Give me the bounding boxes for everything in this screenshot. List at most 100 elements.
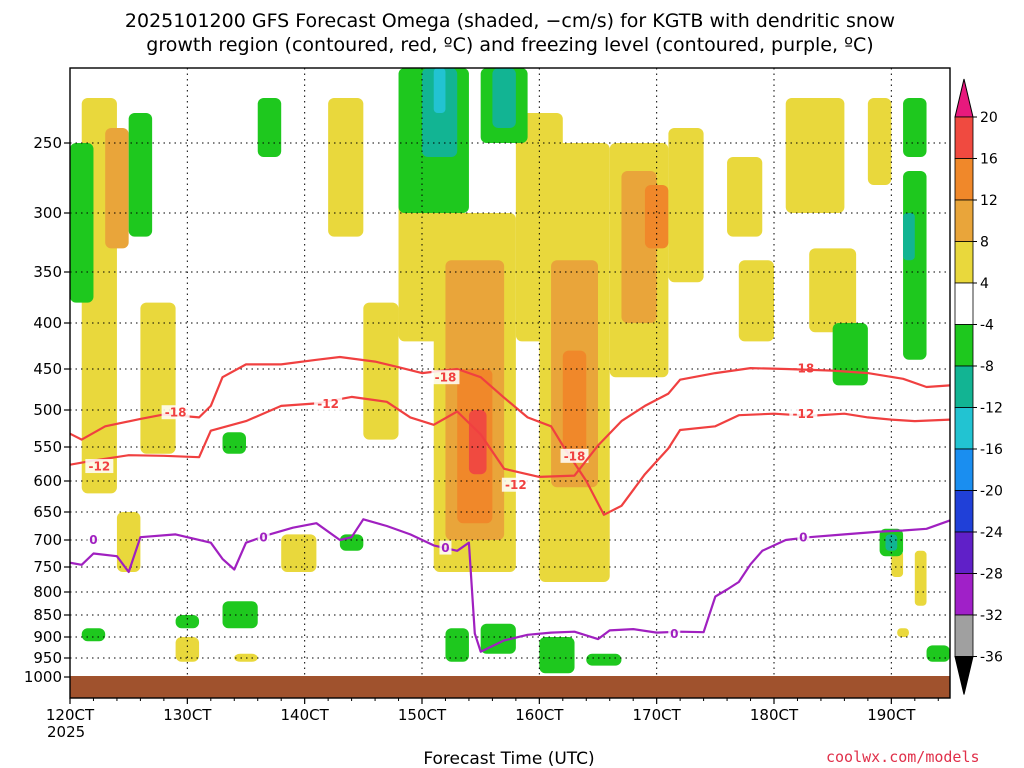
y-tick-label-450: 450 — [33, 360, 62, 378]
contour-label-0-2: -18 — [564, 449, 586, 463]
omega-cell-28 — [897, 628, 909, 637]
contour-label-1-1: -12 — [317, 397, 339, 411]
contour-label-bg-0-1 — [431, 370, 460, 385]
colorbar-label-2: 12 — [980, 193, 998, 209]
colorbar-label-5: -4 — [980, 318, 994, 334]
colorbar-label-9: -20 — [980, 484, 1003, 500]
x-axis-year: 2025 — [47, 723, 85, 741]
omega-cell-53 — [926, 645, 950, 662]
colorbar-label-7: -12 — [980, 401, 1003, 417]
contour-label-bg-1-1 — [314, 396, 343, 411]
contour-label-2-4: 0 — [799, 531, 807, 545]
omega-shading — [70, 68, 950, 674]
y-tick-label-250: 250 — [33, 134, 62, 152]
omega-cell-32 — [222, 432, 246, 454]
x-tick-label-170: 170CT — [633, 706, 682, 724]
colorbar-label-4: 4 — [980, 276, 989, 292]
y-tick-label-850: 850 — [33, 606, 62, 624]
omega-cell-8 — [363, 302, 399, 440]
y-tick-label-550: 550 — [33, 438, 62, 456]
omega-cell-25 — [809, 248, 857, 333]
contour-label-bg-2-4 — [797, 530, 810, 545]
colorbar-label-8: -16 — [980, 442, 1003, 458]
contour-label-bg-0-0 — [161, 405, 190, 420]
contour-label-1-3: -12 — [792, 407, 814, 421]
y-tick-label-1000: 1000 — [24, 668, 62, 686]
omega-cell-31 — [128, 113, 153, 237]
omega-cell-40 — [433, 68, 446, 113]
contour-line-1 — [70, 367, 950, 478]
colorbar-label-10: -24 — [980, 525, 1003, 541]
omega-cell-6 — [281, 534, 317, 572]
colorbar-swatch-12 — [954, 573, 974, 616]
omega-cell-50 — [903, 171, 927, 360]
omega-cell-51 — [903, 98, 927, 157]
omega-cell-43 — [445, 628, 469, 662]
omega-cell-33 — [222, 601, 258, 629]
y-tick-label-950: 950 — [33, 649, 62, 667]
contour-label-2-0: 0 — [89, 533, 97, 547]
colorbar-swatch-5 — [954, 282, 974, 325]
colorbar: 20 16 12 8 4 -4 -8 -12 -16 -20 -24 -28 -32 -36 — [954, 78, 1003, 695]
credit-link[interactable]: coolwx.com/models — [826, 748, 980, 766]
colorbar-swatch-2 — [954, 158, 974, 201]
colorbar-bottom-arrow — [954, 656, 974, 695]
contour-label-bg-0-2 — [560, 448, 589, 463]
terrain-ground — [70, 676, 950, 698]
contour-label-bg-1-0 — [85, 459, 114, 474]
y-tick-label-350: 350 — [33, 263, 62, 281]
colorbar-label-6: -8 — [980, 359, 994, 375]
omega-cell-46 — [586, 653, 622, 666]
y-tick-label-300: 300 — [33, 204, 62, 222]
y-tick-label-800: 800 — [33, 583, 62, 601]
colorbar-label-3: 8 — [980, 235, 989, 251]
contour-label-0-0: -18 — [165, 406, 187, 420]
colorbar-top-arrow — [954, 78, 974, 118]
chart-title-line2: growth region (contoured, red, ºC) and f… — [146, 34, 873, 56]
contour-line-2 — [70, 518, 950, 653]
colorbar-swatch-7 — [954, 365, 974, 408]
contour-label-1-0: -12 — [88, 460, 110, 474]
omega-cell-45 — [539, 637, 575, 674]
y-axis: 250 300 350 400 450 500 550 600 650 700 750 800 850 9… — [24, 134, 70, 686]
colorbar-label-13: -36 — [980, 650, 1003, 666]
omega-cell-1 — [105, 128, 129, 249]
omega-cell-24 — [785, 98, 845, 213]
omega-cell-49 — [885, 534, 898, 551]
colorbar-swatch-4 — [954, 241, 974, 284]
y-tick-label-400: 400 — [33, 314, 62, 332]
x-axis: 120CT 130CT 140CT 150CT 160CT 170CT 180CT 190CT — [46, 698, 939, 724]
colorbar-label-11: -28 — [980, 567, 1003, 583]
contour-label-bg-2-1 — [257, 530, 270, 545]
colorbar-swatch-11 — [954, 531, 974, 574]
y-tick-label-500: 500 — [33, 401, 62, 419]
plot-frame — [69, 67, 951, 699]
contour-label-2-1: 0 — [259, 531, 267, 545]
y-tick-label-700: 700 — [33, 531, 62, 549]
omega-cell-3 — [140, 302, 176, 454]
colorbar-swatch-1 — [954, 116, 974, 159]
omega-cell-27 — [891, 550, 904, 577]
omega-cell-36 — [257, 98, 282, 157]
contour-label-bg-0-3 — [789, 361, 818, 376]
contour-label-2-2: 0 — [441, 541, 449, 555]
y-tick-label-650: 650 — [33, 503, 62, 521]
contour-label-2-3: 0 — [670, 627, 678, 641]
contour-line-0 — [70, 355, 950, 516]
colorbar-label-12: -32 — [980, 608, 1003, 624]
colorbar-label-0: 20 — [980, 110, 998, 126]
omega-cell-42 — [492, 68, 516, 128]
colorbar-swatch-3 — [954, 199, 974, 242]
y-tick-label-900: 900 — [33, 628, 62, 646]
contour-label-bg-2-3 — [668, 626, 681, 641]
omega-cell-29 — [914, 550, 927, 606]
x-tick-label-130: 130CT — [163, 706, 212, 724]
omega-cell-52 — [903, 213, 915, 261]
gridlines — [70, 68, 950, 698]
omega-cell-13 — [468, 410, 487, 475]
colorbar-swatch-13 — [954, 614, 974, 657]
omega-cell-35 — [81, 628, 106, 642]
omega-cell-22 — [727, 157, 763, 237]
